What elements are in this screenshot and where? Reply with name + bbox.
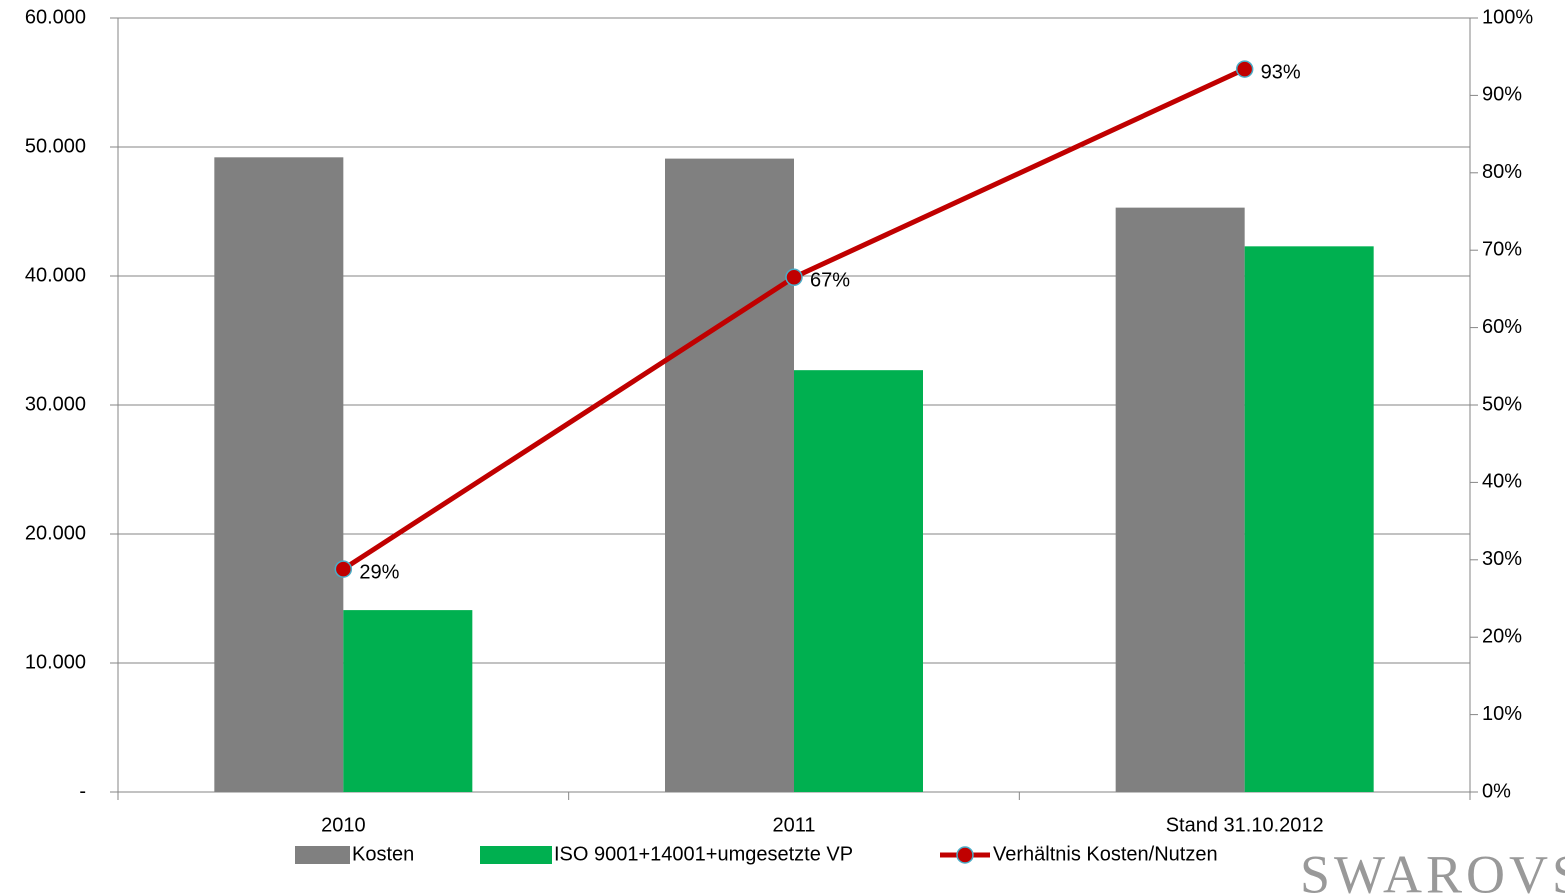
y-tick-label: 30.000	[25, 393, 86, 415]
x-tick-label: 2011	[772, 814, 815, 836]
x-tick-label: Stand 31.10.2012	[1166, 814, 1324, 836]
bar	[214, 157, 344, 792]
bar	[665, 158, 794, 793]
y2-tick-label: 80%	[1482, 161, 1522, 183]
y2-tick-label: 100%	[1482, 6, 1533, 28]
y2-tick-label: 60%	[1482, 316, 1522, 338]
line-marker	[785, 268, 803, 287]
bar	[343, 610, 473, 792]
y2-tick-label: 40%	[1482, 471, 1522, 493]
legend-label: ISO 9001+14001+umgesetzte VP	[554, 843, 853, 865]
data-label: 67%	[810, 270, 850, 292]
y2-tick-label: 70%	[1482, 238, 1522, 260]
y-tick-label: 60.000	[25, 6, 86, 28]
bar	[1115, 207, 1245, 792]
y-tick-label: 50.000	[25, 135, 86, 157]
y-tick-label: 40.000	[25, 264, 86, 286]
line-marker	[334, 560, 353, 578]
y2-tick-label: 30%	[1482, 548, 1522, 570]
y2-tick-label: 90%	[1482, 84, 1522, 106]
bar	[1244, 246, 1374, 792]
y-tick-label: -	[79, 780, 86, 802]
y2-tick-label: 20%	[1482, 625, 1522, 647]
legend-swatch	[295, 846, 350, 864]
x-tick-label: 2010	[321, 814, 366, 836]
y2-tick-label: 10%	[1482, 703, 1522, 725]
legend-label: Kosten	[352, 843, 414, 865]
legend-marker	[956, 846, 974, 864]
legend-label: Verhältnis Kosten/Nutzen	[993, 843, 1218, 865]
bar	[794, 370, 923, 792]
logo: SWAROVS	[1300, 844, 1565, 896]
data-label: 29%	[359, 561, 399, 583]
line-marker	[1235, 60, 1254, 78]
y2-tick-label: 50%	[1482, 393, 1522, 415]
y-tick-label: 10.000	[25, 651, 86, 673]
data-label: 93%	[1261, 61, 1301, 83]
y2-tick-label: 0%	[1482, 780, 1511, 802]
legend-swatch	[480, 846, 552, 864]
y-tick-label: 20.000	[25, 522, 86, 544]
